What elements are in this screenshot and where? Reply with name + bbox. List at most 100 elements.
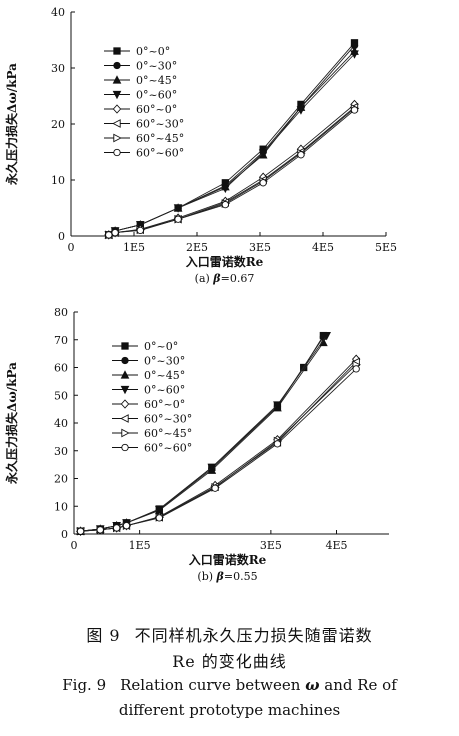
data-point bbox=[221, 200, 230, 209]
data-point bbox=[296, 106, 306, 115]
series-group bbox=[76, 333, 328, 535]
legend-label: 0°~0° bbox=[136, 45, 170, 58]
caption-en-post: and Re of bbox=[319, 676, 397, 694]
x-tick-label: 2E5 bbox=[186, 241, 208, 254]
caption-en-fig-number: Fig. 9 bbox=[62, 676, 107, 694]
legend-marker bbox=[120, 370, 130, 379]
data-point bbox=[76, 527, 85, 535]
data-point bbox=[122, 522, 131, 530]
chart-subtitle-part: (a) bbox=[195, 272, 214, 285]
x-tick-label: 0 bbox=[71, 539, 78, 552]
legend-label: 60°~60° bbox=[136, 147, 184, 160]
data-point bbox=[173, 204, 183, 213]
legend-label: 0°~30° bbox=[144, 355, 185, 368]
legend-label: 0°~0° bbox=[144, 340, 178, 353]
data-point bbox=[221, 184, 230, 194]
chart-subtitle-part: β bbox=[212, 272, 221, 285]
data-point bbox=[273, 401, 282, 410]
y-tick-label: 30 bbox=[51, 62, 65, 75]
chart-subtitle-part: =0.55 bbox=[224, 570, 258, 583]
legend-label: 0°~60° bbox=[136, 89, 177, 102]
x-tick-label: 3E5 bbox=[249, 241, 271, 254]
legend-label: 60°~0° bbox=[136, 103, 177, 116]
caption-en-symbol: ω bbox=[305, 676, 320, 694]
series-line bbox=[80, 358, 357, 532]
data-point bbox=[350, 106, 359, 114]
x-tick-label: 4E5 bbox=[325, 539, 347, 552]
chart-subtitle: (a) β=0.67 bbox=[195, 272, 255, 285]
x-tick-label: 4E5 bbox=[312, 241, 334, 254]
chart-subtitle-part: β bbox=[216, 570, 225, 583]
legend-marker bbox=[121, 428, 130, 438]
data-point bbox=[211, 484, 219, 492]
data-point bbox=[96, 526, 104, 534]
legend-label: 60°~0° bbox=[144, 398, 185, 411]
data-point bbox=[155, 514, 163, 522]
legend-label: 0°~45° bbox=[136, 74, 177, 87]
series-line bbox=[80, 368, 357, 532]
caption-zh-title: 不同样机永久压力损失随雷诺数 bbox=[134, 626, 373, 645]
data-point bbox=[258, 149, 268, 158]
legend-marker bbox=[113, 133, 122, 143]
caption-zh-fig-number: 图 9 bbox=[86, 626, 121, 645]
chart-subtitle-part: (b) bbox=[197, 570, 216, 583]
series-group bbox=[76, 331, 331, 537]
y-tick-label: 10 bbox=[51, 174, 65, 187]
x-tick-label: 3E5 bbox=[260, 539, 282, 552]
y-tick-label: 10 bbox=[54, 500, 68, 513]
caption-en-line2: different prototype machines bbox=[118, 701, 341, 719]
legend-label: 60°~45° bbox=[136, 132, 184, 145]
data-point bbox=[174, 215, 182, 223]
series-line bbox=[108, 109, 355, 236]
y-tick-label: 70 bbox=[54, 334, 68, 347]
data-point bbox=[259, 179, 267, 187]
caption-zh-line2: Re 的变化曲线 bbox=[172, 652, 287, 671]
y-tick-label: 0 bbox=[58, 230, 65, 243]
x-tick-label: 5E5 bbox=[375, 241, 397, 254]
data-point bbox=[136, 226, 144, 235]
data-point bbox=[113, 524, 121, 532]
legend-marker bbox=[121, 356, 129, 365]
data-point bbox=[154, 505, 164, 515]
x-tick-label: 1E5 bbox=[129, 539, 151, 552]
legend-marker bbox=[120, 414, 129, 423]
legend-label: 0°~30° bbox=[136, 60, 177, 73]
x-tick-label: 1E5 bbox=[123, 241, 145, 254]
chart-a-plot: 0 10 20 30 40 0 1E5 2E5 3E5 4E5 5E5 入口雷诺数Re 永久压力损失Δω… bbox=[4, 6, 397, 285]
data-point bbox=[322, 331, 331, 341]
series-line bbox=[108, 53, 355, 236]
y-tick-label: 30 bbox=[54, 445, 68, 458]
caption-zh-line1: 图 9 不同样机永久压力损失随雷诺数 bbox=[0, 622, 459, 646]
legend-marker bbox=[112, 75, 122, 84]
legend-marker bbox=[112, 104, 122, 114]
series-group bbox=[76, 337, 328, 535]
legend-label: 0°~45° bbox=[144, 369, 185, 382]
legend-marker bbox=[113, 61, 121, 70]
legend-marker bbox=[113, 47, 121, 55]
legend-marker bbox=[112, 119, 121, 128]
legend-label: 60°~30° bbox=[136, 118, 184, 131]
y-tick-label: 80 bbox=[54, 306, 68, 319]
data-point bbox=[111, 228, 119, 237]
y-tick-label: 20 bbox=[54, 473, 68, 486]
y-tick-label: 50 bbox=[54, 389, 68, 402]
legend-marker bbox=[120, 399, 130, 409]
data-point bbox=[105, 231, 113, 239]
series-group bbox=[105, 106, 359, 239]
y-tick-label: 60 bbox=[54, 362, 68, 375]
legend-label: 60°~30° bbox=[144, 413, 192, 426]
data-point bbox=[207, 463, 217, 473]
y-tick-label: 40 bbox=[51, 6, 65, 19]
series-group bbox=[76, 365, 360, 535]
y-axis-label: 永久压力损失Δω/kPa bbox=[4, 362, 19, 485]
legend-marker bbox=[112, 90, 122, 100]
series-line bbox=[80, 342, 324, 532]
legend-marker bbox=[120, 385, 130, 395]
legend-marker bbox=[121, 443, 129, 452]
legend-marker bbox=[113, 148, 121, 157]
data-point bbox=[350, 50, 359, 59]
legend-label: 0°~60° bbox=[144, 384, 185, 397]
legend-marker bbox=[121, 342, 129, 350]
data-point bbox=[352, 365, 360, 373]
y-tick-label: 40 bbox=[54, 417, 68, 430]
